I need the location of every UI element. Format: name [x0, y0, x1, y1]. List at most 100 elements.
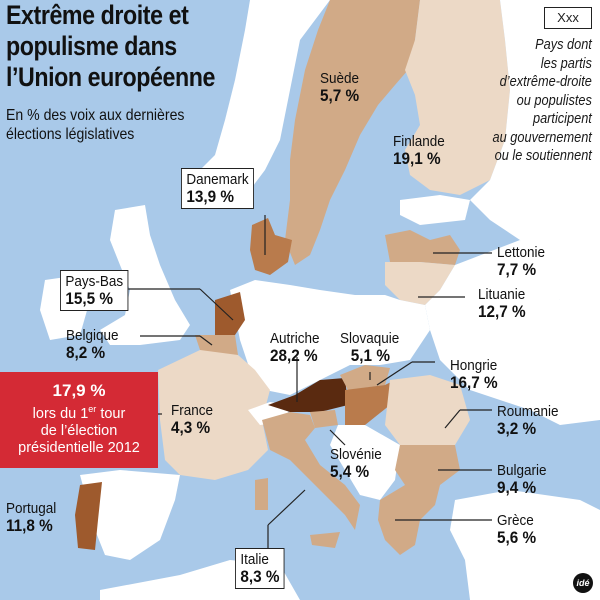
note-text: tour — [96, 405, 126, 422]
publisher-logo: idé — [573, 573, 593, 593]
country-value: 12,7 % — [478, 302, 526, 321]
country-value: 5,6 % — [497, 528, 537, 547]
eastern-land — [425, 240, 600, 425]
uk-land — [100, 205, 190, 345]
sardinia-land — [255, 478, 268, 510]
france-note-line-3: présidentielle 2012 — [18, 439, 140, 456]
country-name: Lituanie — [478, 286, 526, 303]
country-value: 16,7 % — [450, 373, 498, 392]
country-name: Lettonie — [497, 244, 546, 261]
legend-sample-box: Xxx — [544, 7, 592, 29]
country-value: 7,7 % — [497, 260, 537, 279]
label-pays-bas: Pays-Bas 15,5 % — [60, 270, 129, 311]
country-value: 28,2 % — [270, 346, 318, 365]
estonia-land — [400, 195, 470, 225]
france-note-line-2: de l’élection — [40, 422, 118, 439]
country-name: Slovénie — [330, 446, 382, 463]
country-value: 15,5 % — [65, 289, 114, 308]
norway-land — [200, 0, 330, 195]
note-superscript: er — [88, 404, 97, 414]
note-text: lors du 1 — [32, 405, 89, 422]
country-value: 8,3 % — [240, 567, 280, 586]
country-value: 5,1 % — [350, 346, 390, 365]
slovenia-land — [310, 410, 338, 428]
sicily-land — [310, 532, 340, 548]
country-name: Portugal — [6, 500, 57, 517]
label-suede: Suède 5,7 % — [320, 70, 359, 104]
country-name: Autriche — [270, 330, 320, 347]
russia-land — [470, 0, 600, 300]
label-bulgarie: Bulgarie 9,4 % — [497, 462, 547, 496]
label-autriche: Autriche 28,2 % — [270, 330, 320, 364]
country-name: Italie — [240, 551, 269, 568]
subtitle-line-2: élections législatives — [6, 126, 135, 143]
austria-land — [268, 378, 348, 412]
legend-line: d’extrême-droite — [499, 74, 592, 90]
country-name: Hongrie — [450, 357, 498, 374]
latvia-land — [385, 230, 460, 265]
legend-line: ou populistes — [516, 92, 592, 109]
subtitle-line-1: En % des voix aux dernières — [6, 107, 185, 124]
title-line-2: populisme dans — [6, 31, 177, 61]
country-name: Belgique — [66, 327, 119, 344]
legend-line: participent — [533, 111, 592, 127]
country-value: 13,9 % — [186, 187, 235, 206]
netherlands-land — [215, 292, 245, 335]
france-land — [158, 350, 270, 480]
legend-line: Pays dont — [535, 37, 592, 53]
country-value: 3,2 % — [497, 419, 537, 438]
label-slovenie: Slovénie 5,4 % — [330, 446, 382, 480]
country-name: France — [171, 402, 214, 419]
country-value: 5,4 % — [330, 462, 370, 481]
legend-line: au gouvernement — [492, 129, 592, 146]
label-lettonie: Lettonie 7,7 % — [497, 244, 545, 278]
label-portugal: Portugal 11,8 % — [6, 500, 56, 534]
legend-line: ou le soutiennent — [494, 148, 592, 164]
finland-land — [405, 0, 510, 195]
country-name: Grèce — [497, 512, 534, 529]
country-value: 9,4 % — [497, 478, 537, 497]
country-name: Danemark — [186, 171, 249, 188]
turkey-land — [450, 490, 600, 600]
label-finlande: Finlande 19,1 % — [393, 133, 445, 167]
central-land — [230, 280, 430, 395]
label-slovaquie: Slovaquie 5,1 % — [340, 330, 399, 364]
balkans-land — [330, 425, 400, 500]
label-italie: Italie 8,3 % — [235, 548, 285, 589]
label-hongrie: Hongrie 16,7 % — [450, 357, 498, 391]
hungary-land — [345, 380, 395, 425]
bulgaria-land — [395, 445, 460, 485]
france-note-value: 17,9 % — [52, 381, 106, 400]
country-name: Suède — [320, 70, 360, 87]
country-value: 11,8 % — [6, 516, 53, 535]
portugal-land — [75, 482, 102, 550]
country-name: Roumanie — [497, 403, 559, 420]
label-france: France 4,3 % — [171, 402, 213, 436]
label-roumanie: Roumanie 3,2 % — [497, 403, 559, 437]
country-value: 5,7 % — [320, 86, 360, 105]
title-line-3: l’Union européenne — [6, 62, 216, 92]
italy-land — [262, 412, 360, 530]
country-name: Bulgarie — [497, 462, 547, 479]
country-name: Slovaquie — [340, 330, 400, 347]
legend-text: Pays dont les partis d’extrême-droite ou… — [493, 36, 592, 166]
label-danemark: Danemark 13,9 % — [181, 168, 255, 209]
country-name: Finlande — [393, 133, 445, 150]
sweden-land — [285, 0, 420, 265]
label-lituanie: Lituanie 12,7 % — [478, 286, 526, 320]
france-note-line-1: lors du 1er tour — [0, 401, 158, 423]
subtitle: En % des voix aux dernières élections lé… — [6, 106, 184, 144]
country-value: 19,1 % — [393, 149, 441, 168]
spain-land — [80, 470, 180, 560]
label-grece: Grèce 5,6 % — [497, 512, 536, 546]
slovakia-land — [340, 365, 390, 390]
denmark-land — [250, 218, 292, 275]
country-value: 4,3 % — [171, 418, 211, 437]
france-presidential-note: 17,9 % lors du 1er tour de l’élection pr… — [0, 372, 158, 468]
title-line-1: Extrême droite et — [6, 0, 189, 30]
label-belgique: Belgique 8,2 % — [66, 327, 119, 361]
romania-land — [385, 375, 470, 445]
country-name: Pays-Bas — [65, 273, 124, 290]
lithuania-land — [385, 262, 455, 305]
